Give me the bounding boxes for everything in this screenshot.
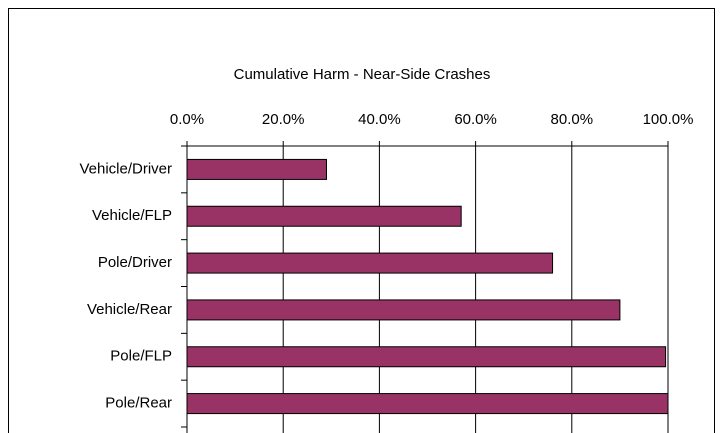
y-tick-label: Vehicle/Rear — [87, 301, 172, 318]
bar — [186, 252, 554, 274]
x-tick-label: 80.0% — [551, 111, 594, 128]
x-tick-label: 60.0% — [454, 111, 497, 128]
x-tick-label: 100.0% — [643, 111, 694, 128]
y-tick-label: Pole/FLP — [110, 348, 172, 365]
bar — [186, 299, 621, 321]
y-tick-label: Pole/Driver — [98, 254, 172, 271]
bar — [186, 205, 462, 227]
bar — [186, 158, 327, 180]
y-tick-label: Vehicle/FLP — [92, 207, 172, 224]
x-tick-label: 20.0% — [262, 111, 305, 128]
chart-title: Cumulative Harm - Near-Side Crashes — [234, 66, 491, 83]
chart-frame — [8, 8, 715, 433]
y-tick-label: Pole/Rear — [105, 395, 172, 412]
x-tick-label: 40.0% — [358, 111, 401, 128]
x-tick-label: 0.0% — [170, 111, 204, 128]
bar — [186, 393, 669, 415]
bar — [186, 346, 667, 368]
y-tick-label: Vehicle/Driver — [79, 160, 172, 177]
